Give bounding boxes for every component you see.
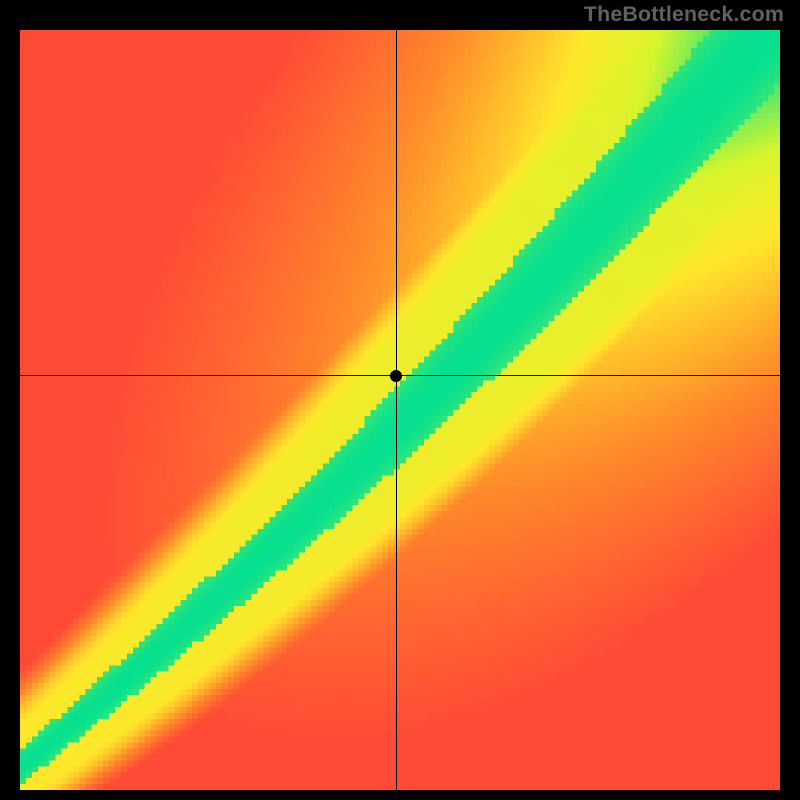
- watermark-text: TheBottleneck.com: [584, 2, 784, 27]
- heatmap-canvas: [20, 30, 780, 790]
- heatmap-plot: [20, 30, 780, 790]
